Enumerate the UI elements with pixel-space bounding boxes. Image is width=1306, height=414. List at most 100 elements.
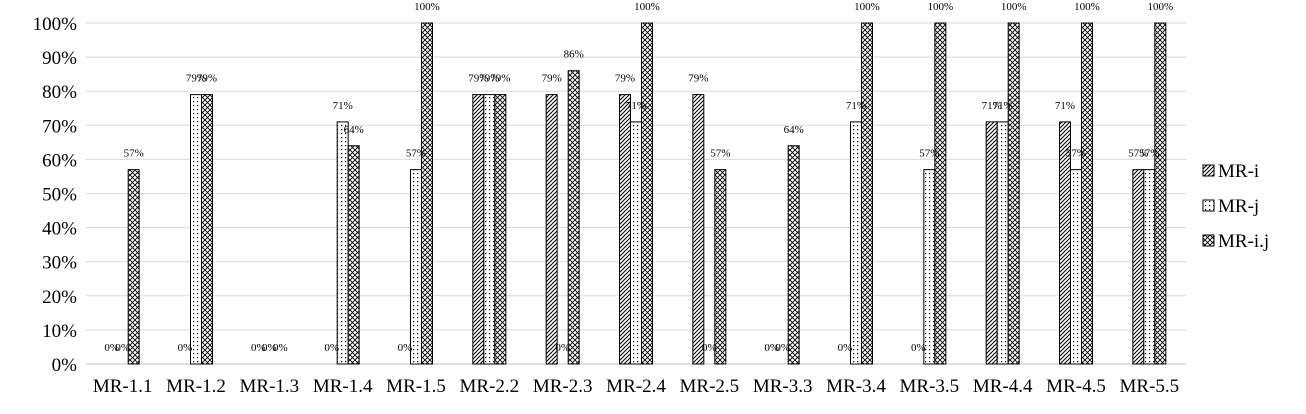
data-label: 57% xyxy=(1066,148,1086,160)
data-label: 100% xyxy=(1147,1,1173,13)
data-label: 71% xyxy=(1055,100,1075,112)
bar-mr-ij-mr-1-5 xyxy=(421,22,433,365)
data-label: 100% xyxy=(927,1,953,13)
data-label: 0% xyxy=(104,342,119,354)
x-tick-label: MR-4.5 xyxy=(1046,376,1106,397)
legend-label: MR-i.j xyxy=(1218,231,1269,252)
data-label: 71% xyxy=(626,100,646,112)
bar-mr-j-mr-5-5 xyxy=(1143,169,1156,365)
data-label: 0% xyxy=(911,342,926,354)
data-label: 79% xyxy=(468,73,488,85)
x-tick-label: MR-2.4 xyxy=(606,376,666,397)
data-label: 57% xyxy=(406,148,426,160)
y-tick-label: 10% xyxy=(42,321,77,342)
bar-mr-j-mr-3-5 xyxy=(923,169,936,365)
x-tick-label: MR-1.1 xyxy=(93,376,153,397)
x-tick-label: MR-3.4 xyxy=(826,376,886,397)
bar-mr-ij-mr-2-4 xyxy=(641,22,653,365)
bar-mr-i-mr-2-4 xyxy=(619,94,631,365)
data-label: 57% xyxy=(919,148,939,160)
bar-mr-ij-mr-1-1 xyxy=(127,169,140,365)
x-tick-label: MR-1.2 xyxy=(166,376,226,397)
bar-mr-j-mr-2-4 xyxy=(630,121,642,365)
data-label: 0% xyxy=(838,342,853,354)
bar-mr-ij-mr-5-5 xyxy=(1154,22,1167,365)
x-tick-label: MR-2.2 xyxy=(460,376,520,397)
legend-label: MR-j xyxy=(1218,196,1259,217)
bar-mr-j-mr-3-4 xyxy=(850,121,862,365)
data-label: 100% xyxy=(1001,1,1027,13)
data-label: 0% xyxy=(115,342,130,354)
data-label: 79% xyxy=(197,73,217,85)
bar-mr-ij-mr-2-5 xyxy=(714,169,727,365)
legend: MR-i MR-j MR-i.j xyxy=(1202,161,1269,252)
y-tick-label: 70% xyxy=(42,116,77,137)
bar-mr-j-mr-1-5 xyxy=(410,169,422,365)
data-label: 79% xyxy=(490,73,510,85)
bar-mr-j-mr-1-4 xyxy=(336,121,349,365)
x-tick-label: MR-1.4 xyxy=(313,376,373,397)
bar-mr-ij-mr-4-5 xyxy=(1081,22,1093,365)
bar-mr-i-mr-5-5 xyxy=(1132,169,1145,365)
y-tick-label: 90% xyxy=(42,48,77,69)
data-label: 79% xyxy=(542,73,562,85)
y-tick-label: 0% xyxy=(52,355,78,376)
y-tick-label: 50% xyxy=(42,185,77,206)
bar-mr-ij-mr-3-5 xyxy=(934,22,947,365)
data-label: 71% xyxy=(333,100,353,112)
bar-mr-ij-mr-3-3 xyxy=(787,145,800,365)
legend-swatch xyxy=(1202,234,1215,247)
x-tick-label: MR-1.3 xyxy=(240,376,300,397)
data-label: 86% xyxy=(564,49,584,61)
bar-mr-i-mr-4-4 xyxy=(985,121,998,365)
data-label: 57% xyxy=(710,148,730,160)
y-axis: 0% 10% 20% 30% 40% 50% 60% 70% 80% 90% 100% xyxy=(33,14,78,376)
data-label: 64% xyxy=(344,124,364,136)
x-axis: MR-1.1 MR-1.2 MR-1.3 MR-1.4 MR-1.5 MR-2.2 MR-2… xyxy=(93,376,1179,397)
data-label: 57% xyxy=(1128,148,1148,160)
data-label: 0% xyxy=(178,342,193,354)
data-label: 100% xyxy=(414,1,440,13)
x-tick-label: MR-1.5 xyxy=(386,376,446,397)
bar-mr-i-mr-2-5 xyxy=(692,94,705,365)
data-label: 0% xyxy=(273,342,288,354)
bar-mr-j-mr-4-4 xyxy=(996,121,1009,365)
x-tick-label: MR-3.5 xyxy=(900,376,960,397)
x-tick-label: MR-3.3 xyxy=(753,376,813,397)
data-label: 64% xyxy=(784,124,804,136)
data-label: 0% xyxy=(764,342,779,354)
bar-mr-ij-mr-2-3 xyxy=(567,70,580,365)
bar-mr-j-mr-2-2 xyxy=(483,94,496,365)
bars xyxy=(127,22,1167,365)
data-label: 71% xyxy=(982,100,1002,112)
y-tick-label: 20% xyxy=(42,287,77,308)
bar-mr-ij-mr-3-4 xyxy=(861,22,873,365)
data-label: 0% xyxy=(555,342,570,354)
bar-mr-ij-mr-1-2 xyxy=(201,94,213,365)
y-tick-label: 100% xyxy=(33,14,78,35)
data-label: 0% xyxy=(775,342,790,354)
data-label: 71% xyxy=(846,100,866,112)
data-label: 0% xyxy=(398,342,413,354)
data-label: 71% xyxy=(993,100,1013,112)
data-label: 0% xyxy=(262,342,277,354)
x-tick-label: MR-2.5 xyxy=(680,376,740,397)
bar-mr-ij-mr-2-2 xyxy=(494,94,507,365)
data-label: 100% xyxy=(854,1,880,13)
y-tick-label: 60% xyxy=(42,150,77,171)
data-label: 57% xyxy=(124,148,144,160)
legend-label: MR-i xyxy=(1218,161,1259,182)
x-tick-label: MR-5.5 xyxy=(1120,376,1180,397)
data-labels: 0%0%57%0%79%79%0%0%0% 0%71%64%0%57%100%79… xyxy=(104,1,1173,354)
bar-mr-i-mr-2-3 xyxy=(545,94,558,365)
bar-mr-ij-mr-1-4 xyxy=(347,145,360,365)
data-label: 100% xyxy=(1074,1,1100,13)
y-tick-label: 40% xyxy=(42,219,77,240)
x-tick-label: MR-4.4 xyxy=(973,376,1033,397)
data-label: 57% xyxy=(1139,148,1159,160)
bar-mr-j-mr-1-2 xyxy=(190,94,202,365)
data-label: 0% xyxy=(251,342,266,354)
data-label: 79% xyxy=(186,73,206,85)
data-label: 79% xyxy=(615,73,635,85)
